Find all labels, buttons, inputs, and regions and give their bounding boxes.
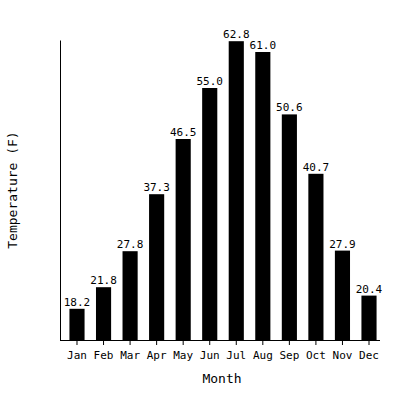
x-tick-mark	[289, 340, 290, 345]
x-tick: Apr	[147, 340, 167, 362]
x-tick-label: Aug	[253, 349, 273, 362]
x-tick-mark	[156, 340, 157, 345]
x-tick-mark	[103, 340, 104, 345]
x-tick-label: Feb	[94, 349, 114, 362]
data-label: 20.4	[356, 283, 383, 296]
y-axis-line	[60, 41, 61, 341]
data-label: 27.9	[329, 238, 356, 251]
x-tick: May	[173, 340, 193, 362]
data-label: 46.5	[170, 126, 197, 139]
y-axis-title: Temperature (F)	[5, 131, 20, 248]
bar	[176, 139, 191, 340]
y-axis	[60, 41, 61, 341]
data-label: 62.8	[223, 28, 250, 41]
x-tick-label: Dec	[359, 349, 379, 362]
bar	[361, 296, 376, 340]
x-tick-mark	[342, 340, 343, 345]
x-tick: Jan	[67, 340, 87, 362]
x-axis-title: Month	[202, 371, 241, 386]
bar	[69, 309, 84, 340]
bar	[149, 194, 164, 340]
bar	[335, 251, 350, 340]
bar	[282, 114, 297, 340]
x-tick: Nov	[333, 340, 353, 362]
data-label: 37.3	[143, 181, 170, 194]
x-tick: Jun	[200, 340, 220, 362]
x-tick-label: Nov	[333, 349, 353, 362]
x-tick-mark	[183, 340, 184, 345]
data-label: 55.0	[196, 75, 223, 88]
chart: Jan Feb Mar Apr May Jun Jul Aug Sep Oct Nov Dec 18.2…	[0, 0, 400, 400]
x-tick: Aug	[253, 340, 273, 362]
x-tick-label: Oct	[306, 349, 326, 362]
data-label: 50.6	[276, 101, 303, 114]
bar	[123, 251, 138, 340]
x-tick-mark	[209, 340, 210, 345]
data-label: 27.8	[117, 238, 144, 251]
x-tick: Oct	[306, 340, 326, 362]
x-tick-label: Jun	[200, 349, 220, 362]
x-axis: Jan Feb Mar Apr May Jun Jul Aug Sep Oct Nov Dec	[60, 340, 380, 362]
x-tick: Sep	[279, 340, 299, 362]
data-label: 40.7	[303, 161, 330, 174]
x-tick: Mar	[120, 340, 140, 362]
x-tick-label: Apr	[147, 349, 167, 362]
bar	[229, 41, 244, 340]
data-label: 21.8	[90, 274, 117, 287]
bar	[255, 52, 270, 340]
x-tick-label: Jan	[67, 349, 87, 362]
x-axis-line	[60, 340, 380, 341]
data-labels: 18.2 21.8 27.8 37.3 46.5 55.0 62.861.0 50.6 40.7…	[64, 28, 383, 309]
x-tick-mark	[236, 340, 237, 345]
x-tick-label: Jul	[226, 349, 246, 362]
x-tick: Jul	[226, 340, 246, 362]
bar	[308, 174, 323, 340]
x-tick-mark	[76, 340, 77, 345]
x-tick: Dec	[359, 340, 379, 362]
x-tick-label: Mar	[120, 349, 140, 362]
bars	[69, 41, 376, 340]
x-tick-mark	[262, 340, 263, 345]
x-tick-mark	[369, 340, 370, 345]
x-tick-label: Sep	[279, 349, 299, 362]
bar	[202, 88, 217, 340]
x-tick-label: May	[173, 349, 193, 362]
x-tick: Feb	[94, 340, 114, 362]
x-tick-mark	[315, 340, 316, 345]
data-label: 18.2	[64, 296, 91, 309]
x-tick-mark	[130, 340, 131, 345]
data-label: 61.0	[250, 39, 277, 52]
bar	[96, 287, 111, 340]
